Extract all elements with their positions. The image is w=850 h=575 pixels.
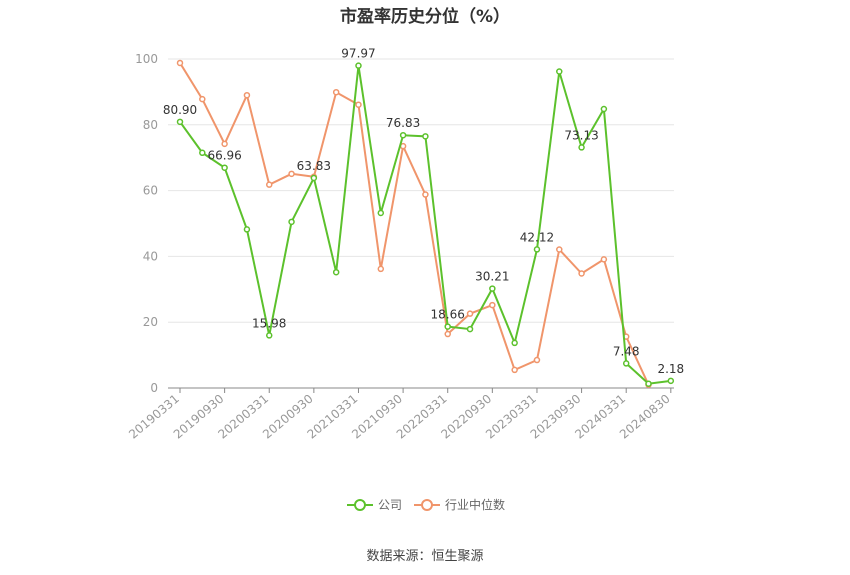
data-label: 30.21 <box>475 270 509 284</box>
source-note: 数据来源：恒生聚源 <box>366 549 484 564</box>
data-point <box>288 218 295 226</box>
data-point <box>332 88 340 96</box>
data-label: 97.97 <box>341 47 375 61</box>
data-point <box>578 270 585 277</box>
data-point <box>667 377 675 385</box>
series-line <box>179 62 650 386</box>
y-tick-label: 100 <box>135 52 158 66</box>
data-point <box>355 62 362 69</box>
data-point <box>288 170 295 178</box>
legend-label: 公司 <box>378 498 402 512</box>
y-tick-label: 40 <box>143 249 158 263</box>
data-point <box>511 366 518 374</box>
data-point <box>377 265 385 273</box>
data-point <box>622 360 630 367</box>
data-point <box>466 325 474 333</box>
data-label: 76.83 <box>386 116 420 130</box>
data-point <box>489 285 496 292</box>
series-line <box>179 65 671 385</box>
data-point <box>310 174 318 182</box>
data-point <box>422 191 429 198</box>
data-point <box>265 181 273 188</box>
data-point <box>556 68 563 75</box>
data-label: 2.18 <box>657 362 684 376</box>
data-point <box>511 339 518 347</box>
data-label: 80.90 <box>163 103 197 117</box>
data-point <box>533 356 541 364</box>
data-point <box>444 330 451 338</box>
data-label: 42.12 <box>520 230 554 244</box>
data-point <box>422 133 429 140</box>
data-point <box>176 118 184 126</box>
y-tick-label: 80 <box>143 118 158 132</box>
data-point <box>199 149 206 157</box>
label-layer: 80.90 66.96 15.98 63.83 97.97 76.83 18.66 30.21… <box>163 47 684 376</box>
data-point <box>466 310 474 317</box>
data-label: 15.98 <box>252 316 286 330</box>
data-point <box>444 323 451 330</box>
legend-marker <box>421 499 433 511</box>
y-tick-label: 0 <box>150 381 158 395</box>
data-point <box>489 301 496 309</box>
data-point <box>221 140 228 148</box>
data-point <box>355 101 362 108</box>
data-point <box>243 91 251 99</box>
series-layer <box>176 59 675 388</box>
data-point <box>243 226 251 233</box>
data-point <box>332 268 340 276</box>
data-point <box>176 59 184 67</box>
data-point <box>265 332 273 339</box>
data-label: 18.66 <box>431 308 465 322</box>
data-point <box>377 209 385 217</box>
data-point <box>399 131 407 139</box>
data-point <box>600 256 608 263</box>
chart-title: 市盈率历史分位（%） <box>339 7 511 27</box>
legend-label: 行业中位数 <box>445 497 505 512</box>
data-label: 73.13 <box>564 128 598 142</box>
legend: 公司 行业中位数 <box>347 497 505 512</box>
data-point <box>578 144 585 151</box>
data-label: 63.83 <box>297 159 331 173</box>
legend-marker <box>354 499 366 511</box>
data-point <box>556 246 563 253</box>
data-point <box>199 95 206 103</box>
data-point <box>533 246 541 253</box>
data-label: 7.48 <box>613 344 640 358</box>
grid-layer <box>168 58 674 323</box>
y-tick-label: 20 <box>143 315 158 329</box>
data-point <box>600 105 608 113</box>
data-point <box>645 380 652 387</box>
data-label: 66.96 <box>207 149 241 163</box>
y-tick-label: 60 <box>143 184 158 198</box>
data-point <box>221 164 228 171</box>
